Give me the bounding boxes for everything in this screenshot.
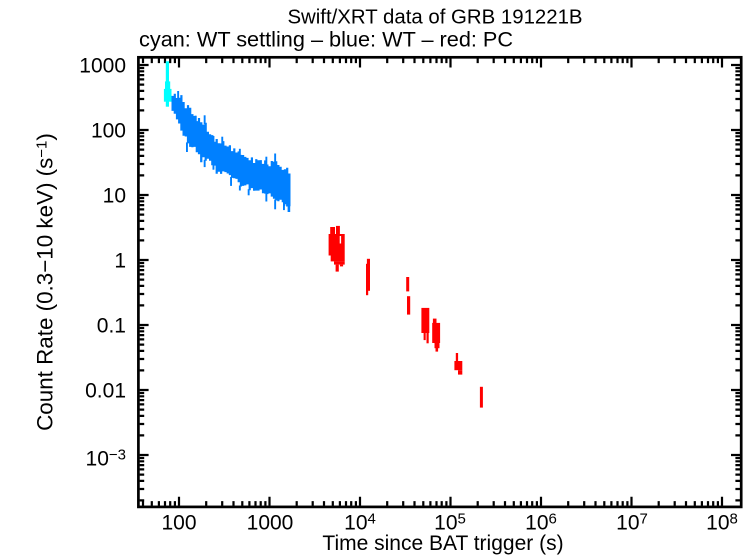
svg-text:1000: 1000 [79,55,126,78]
svg-text:100: 100 [161,512,196,535]
svg-text:0.1: 0.1 [97,315,126,338]
svg-text:0.01: 0.01 [85,380,126,403]
svg-text:10: 10 [103,185,126,208]
svg-text:cyan: WT settling – blue: WT –: cyan: WT settling – blue: WT – red: PC [139,27,513,52]
svg-text:Swift/XRT data of GRB 191221B: Swift/XRT data of GRB 191221B [287,7,582,29]
svg-text:1000: 1000 [247,512,294,535]
svg-text:100: 100 [91,120,126,143]
svg-text:Count Rate (0.3−10 keV) (s−1): Count Rate (0.3−10 keV) (s−1) [32,133,57,431]
svg-text:Time since BAT trigger (s): Time since BAT trigger (s) [322,532,563,555]
svg-text:1: 1 [114,250,126,273]
